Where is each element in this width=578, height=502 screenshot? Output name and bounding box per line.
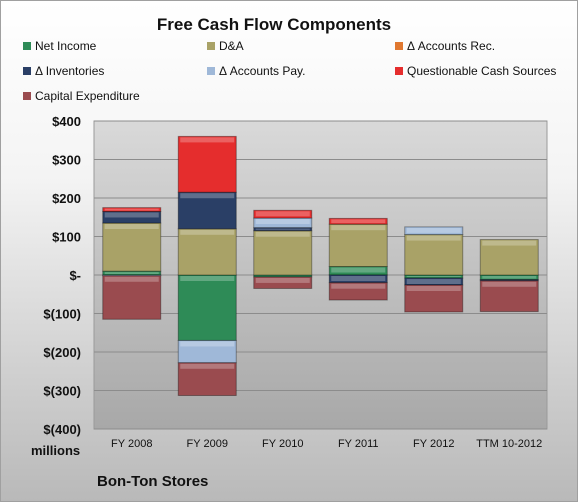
bar-highlight [104,272,159,274]
bar-segment-d-a-ttm-10-2012 [479,239,539,276]
y-tick-label: $(300) [43,384,81,399]
legend-swatch [207,42,215,50]
legend-swatch [23,67,31,75]
bar-highlight [331,283,386,289]
legend-label: D&A [219,39,244,53]
legend-item-accounts-pay: Δ Accounts Pay. [207,64,306,78]
legend-item-net-income: Net Income [23,39,96,53]
y-tick-label: $100 [52,230,81,245]
x-tick-label: FY 2009 [187,438,228,450]
legend-label: Δ Accounts Rec. [407,39,496,53]
bar-highlight [255,219,310,225]
y-tick-label: $400 [52,114,81,129]
bar-segment-d-a-fy-2010 [253,230,313,276]
chart-title: Free Cash Flow Components [156,15,392,34]
legend-label: Capital Expenditure [35,89,140,103]
bar-highlight [255,231,310,237]
x-tick-label: FY 2010 [262,438,303,450]
bar-highlight [104,224,159,230]
y-tick-label: $- [69,268,81,283]
legend-label: Δ Inventories [35,64,105,78]
bar-segment-d-a-fy-2012 [404,234,464,276]
bar-highlight [406,276,461,278]
y-tick-label: $(400) [43,422,81,437]
legend-label: Δ Accounts Pay. [219,64,306,78]
bar-segment-accounts-pay-fy-2012 [404,226,464,236]
bar-highlight [104,208,159,211]
bar-segment-d-a-fy-2008 [102,222,162,272]
legend-item-questionable-cash-sources: Questionable Cash Sources [395,64,556,78]
bar-highlight [406,235,461,241]
bar-highlight [406,227,461,233]
legend-label: Net Income [35,39,97,53]
legend-label: Questionable Cash Sources [407,64,557,78]
y-tick-label: $200 [52,191,81,206]
bar-segment-questionable-cash-sources-fy-2008 [102,207,162,212]
bar-highlight [104,212,159,218]
legend-item-d-a: D&A [207,39,244,53]
bar-segment-d-a-fy-2011 [328,223,388,268]
bar-highlight [255,277,310,283]
x-tick-label: TTM 10-2012 [476,438,542,450]
bar-highlight [331,225,386,231]
bar-highlight [255,228,310,230]
y-tick-label: $300 [52,153,81,168]
bar-highlight [255,211,310,217]
bar-highlight [180,137,235,143]
bar-segment-capital-expenditure-fy-2008 [102,275,162,320]
legend-swatch [23,92,31,100]
bar-segment-capital-expenditure-fy-2009 [177,362,237,397]
bar-segment-questionable-cash-sources-fy-2010 [253,209,313,219]
bar-highlight [104,276,159,282]
bar-segment-capital-expenditure-fy-2011 [328,282,388,301]
bar-segment-inventories-fy-2009 [177,191,237,230]
legend-swatch [395,67,403,75]
bar-segment-inventories-fy-2012 [404,277,464,286]
bar-segment-capital-expenditure-fy-2012 [404,284,464,313]
x-tick-label: FY 2012 [413,438,454,450]
bar-highlight [482,281,537,287]
y-tick-label: $(100) [43,307,81,322]
bar-segment-questionable-cash-sources-fy-2009 [177,135,237,193]
bar-segment-capital-expenditure-fy-2010 [253,276,313,289]
bar-highlight [482,240,537,246]
legend-swatch [395,42,403,50]
bar-highlight [406,279,461,285]
legend-item-inventories: Δ Inventories [23,64,104,78]
bar-segment-d-a-fy-2009 [177,228,237,276]
bar-highlight [180,229,235,235]
bar-highlight [180,193,235,199]
bar-highlight [180,276,235,281]
bar-segment-net-income-fy-2009 [177,274,237,341]
company-name: Bon-Ton Stores [97,473,209,490]
bar-highlight [180,341,235,347]
legend-swatch [207,67,215,75]
units-label: millions [31,443,81,458]
bar-highlight [331,219,386,224]
x-tick-label: FY 2011 [338,438,379,450]
bar-highlight [482,276,537,279]
bar-highlight [331,276,386,281]
x-tick-label: FY 2008 [111,438,152,450]
legend-item-accounts-rec: Δ Accounts Rec. [395,39,495,53]
bar-highlight [331,267,386,273]
y-tick-label: $(200) [43,345,81,360]
bar-highlight [180,363,235,369]
bar-segment-questionable-cash-sources-fy-2011 [328,217,388,225]
bar-highlight [406,286,461,292]
legend-item-capital-expenditure: Capital Expenditure [23,89,140,103]
legend-swatch [23,42,31,50]
bar-segment-capital-expenditure-ttm-10-2012 [479,280,539,313]
